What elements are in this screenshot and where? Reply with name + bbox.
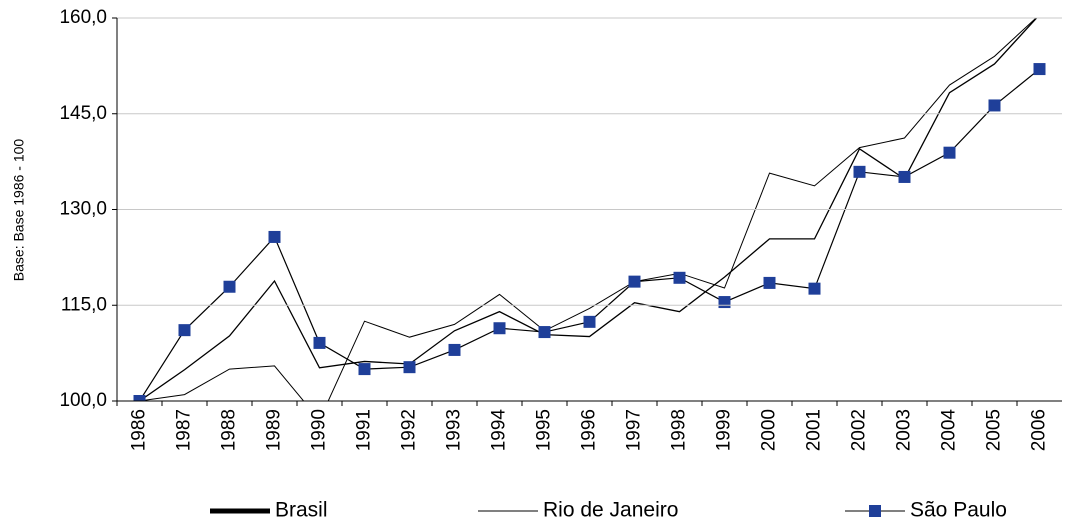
marker: [583, 315, 596, 328]
series-line: [139, 18, 1037, 401]
marker: [358, 363, 371, 376]
x-tick-label: 1988: [219, 409, 240, 451]
marker: [178, 324, 191, 337]
x-tick-label: 2003: [894, 409, 915, 451]
x-tick-label: 2004: [939, 409, 960, 452]
marker: [133, 395, 146, 401]
x-tick-label: 1993: [444, 409, 465, 451]
marker: [943, 146, 956, 159]
marker: [223, 280, 236, 293]
legend-label: Rio de Janeiro: [543, 499, 678, 522]
marker: [1033, 63, 1046, 76]
marker: [718, 296, 731, 309]
marker: [538, 326, 551, 339]
x-tick-label: 2000: [759, 409, 780, 451]
y-tick-label: 160,0: [59, 7, 107, 28]
y-axis-label: Base: Base 1986 - 100: [11, 139, 27, 282]
marker: [628, 275, 641, 288]
x-tick-label: 1989: [264, 409, 285, 451]
x-tick-label: 1998: [669, 409, 690, 451]
marker: [853, 165, 866, 178]
x-tick-label: 1994: [489, 409, 510, 452]
marker: [403, 361, 416, 374]
y-tick-label: 115,0: [61, 294, 107, 315]
marker: [763, 276, 776, 289]
x-tick-label: 2005: [984, 409, 1005, 451]
marker: [448, 343, 461, 356]
marker: [988, 99, 1001, 112]
marker: [268, 230, 281, 243]
y-tick-label: 145,0: [59, 103, 107, 124]
marker: [313, 336, 326, 349]
x-tick-label: 1992: [399, 409, 420, 451]
legend-label: Brasil: [275, 499, 328, 522]
x-tick-label: 1997: [624, 409, 645, 451]
x-tick-label: 2006: [1029, 409, 1050, 451]
x-tick-label: 1999: [714, 409, 735, 451]
x-tick-label: 1995: [534, 409, 555, 451]
marker: [673, 271, 686, 284]
series-line: [139, 18, 1038, 401]
legend-marker: [869, 505, 881, 517]
x-tick-label: 1991: [354, 409, 375, 451]
x-tick-label: 2001: [804, 409, 825, 451]
x-tick-label: 1986: [129, 409, 150, 451]
marker: [898, 170, 911, 183]
legend-label: São Paulo: [910, 499, 1007, 522]
marker: [493, 322, 506, 335]
x-tick-label: 1987: [174, 409, 195, 451]
marker: [808, 282, 821, 295]
x-tick-label: 1990: [309, 409, 330, 451]
y-tick-label: 100,0: [59, 390, 107, 411]
x-tick-label: 2002: [849, 409, 870, 451]
plot-area: [133, 18, 1046, 401]
y-tick-label: 130,0: [59, 199, 107, 220]
x-tick-label: 1996: [579, 409, 600, 451]
